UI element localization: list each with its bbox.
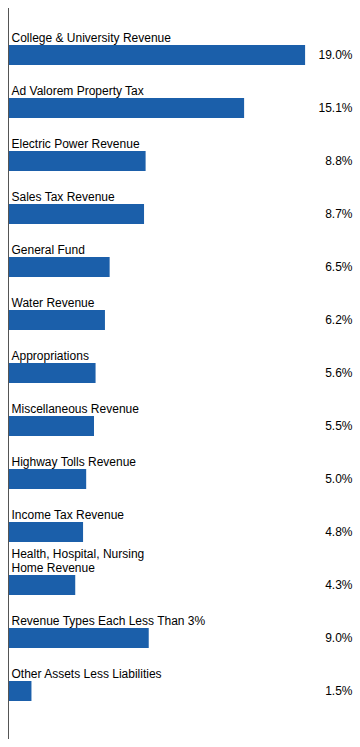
svg-text:6.5%: 6.5% <box>325 260 353 274</box>
svg-text:5.6%: 5.6% <box>325 366 353 380</box>
svg-text:General Fund: General Fund <box>12 243 85 257</box>
svg-text:Other Assets Less Liabilities: Other Assets Less Liabilities <box>12 667 162 681</box>
svg-text:Electric Power Revenue: Electric Power Revenue <box>12 137 140 151</box>
svg-text:4.8%: 4.8% <box>325 525 353 539</box>
svg-text:Ad Valorem Property Tax: Ad Valorem Property Tax <box>12 84 144 98</box>
svg-text:9.0%: 9.0% <box>325 631 353 645</box>
svg-text:5.5%: 5.5% <box>325 419 353 433</box>
svg-text:8.7%: 8.7% <box>325 207 353 221</box>
svg-text:Sales Tax Revenue: Sales Tax Revenue <box>12 190 116 204</box>
svg-text:5.0%: 5.0% <box>325 472 353 486</box>
svg-text:1.5%: 1.5% <box>325 684 353 698</box>
svg-text:Appropriations: Appropriations <box>12 349 89 363</box>
svg-text:4.3%: 4.3% <box>325 578 353 592</box>
svg-text:15.1%: 15.1% <box>318 101 352 115</box>
svg-text:6.2%: 6.2% <box>325 313 353 327</box>
svg-text:Health, Hospital, NursingHome: Health, Hospital, NursingHome Revenue <box>12 547 145 575</box>
svg-text:Highway Tolls Revenue: Highway Tolls Revenue <box>12 455 137 469</box>
svg-text:Income Tax Revenue: Income Tax Revenue <box>12 508 125 522</box>
svg-text:College & University Revenue: College & University Revenue <box>12 31 172 45</box>
svg-text:Miscellaneous Revenue: Miscellaneous Revenue <box>12 402 140 416</box>
svg-text:Water Revenue: Water Revenue <box>12 296 95 310</box>
svg-text:Revenue Types Each Less Than 3: Revenue Types Each Less Than 3% <box>12 614 206 628</box>
svg-text:8.8%: 8.8% <box>325 154 353 168</box>
svg-text:19.0%: 19.0% <box>318 48 352 62</box>
